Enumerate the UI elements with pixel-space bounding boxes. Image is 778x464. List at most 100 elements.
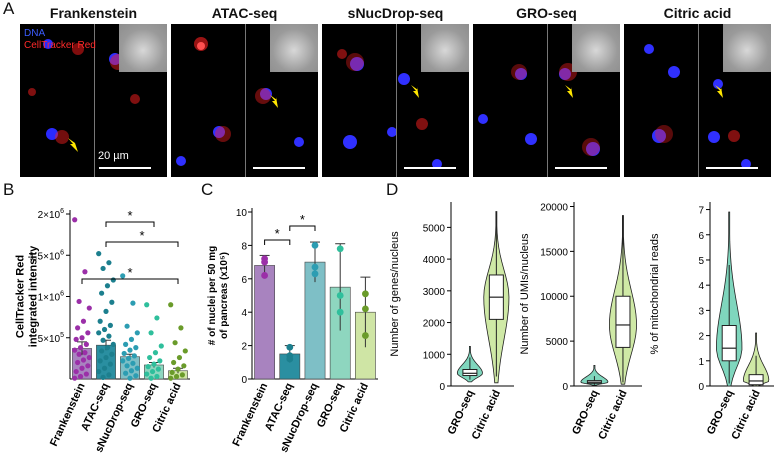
data-point bbox=[261, 272, 268, 279]
data-point bbox=[182, 348, 188, 354]
y-tick-label: 15000 bbox=[540, 247, 568, 258]
y-axis-label: CellTracker Redintegrated intensity bbox=[14, 245, 39, 347]
data-point bbox=[128, 336, 135, 342]
data-point bbox=[154, 315, 160, 321]
y-tick-label: 1 bbox=[698, 357, 704, 368]
data-point bbox=[362, 305, 369, 313]
y-tick-label: 5000 bbox=[423, 223, 446, 234]
brightfield-inset bbox=[572, 24, 620, 72]
y-tick-label: 5 bbox=[698, 256, 704, 267]
y-tick-label: 3000 bbox=[423, 287, 446, 298]
brightfield-inset bbox=[421, 24, 469, 72]
significance-bracket bbox=[289, 225, 316, 231]
data-point bbox=[124, 323, 130, 329]
significance-star: * bbox=[300, 212, 305, 227]
scale-bar-label: 20 µm bbox=[98, 150, 129, 162]
data-point bbox=[133, 345, 139, 351]
y-tick-label: 2000 bbox=[423, 319, 446, 330]
data-point bbox=[85, 330, 91, 336]
micrograph-gro bbox=[473, 24, 620, 177]
legend-celltracker: CellTracker Red bbox=[24, 40, 96, 51]
data-point bbox=[110, 277, 116, 283]
data-point bbox=[101, 365, 108, 371]
data-point bbox=[73, 368, 79, 375]
data-point bbox=[155, 366, 161, 372]
y-tick-label: 2×106 bbox=[38, 208, 65, 221]
box bbox=[462, 369, 478, 377]
brightfield-inset bbox=[723, 24, 771, 72]
data-point bbox=[175, 366, 181, 372]
micrograph-citric bbox=[624, 24, 771, 177]
data-point bbox=[130, 360, 136, 366]
data-point bbox=[82, 350, 88, 356]
significance-star: * bbox=[127, 265, 132, 280]
y-tick-label: 10000 bbox=[540, 292, 568, 303]
y-tick-label: 0 bbox=[698, 382, 704, 393]
panel-label-c: C bbox=[201, 180, 214, 199]
data-point bbox=[178, 325, 184, 331]
data-point bbox=[131, 353, 137, 359]
x-tick-label: GRO-seq bbox=[705, 388, 736, 436]
data-point bbox=[75, 325, 81, 331]
data-point bbox=[158, 343, 164, 349]
data-point bbox=[130, 300, 136, 306]
data-point bbox=[173, 373, 180, 380]
data-point bbox=[100, 374, 106, 380]
data-point bbox=[106, 260, 112, 266]
chart-c-nuclei-yield: 0 2 4 6 8 10 # of nuclei per 50 mgof pancreas … bbox=[207, 208, 378, 454]
data-point bbox=[123, 341, 129, 347]
y-tick-label: 1000 bbox=[423, 350, 446, 361]
data-point bbox=[133, 373, 139, 379]
data-point bbox=[72, 347, 78, 353]
data-point bbox=[172, 340, 178, 346]
y-tick-label: 7 bbox=[698, 206, 704, 217]
data-point bbox=[123, 370, 129, 376]
micrograph-frankenstein: DNA CellTracker Red 20 µm bbox=[20, 24, 167, 177]
y-tick-label: 2 bbox=[698, 332, 704, 343]
y-tick-label: 3 bbox=[698, 306, 704, 317]
data-point bbox=[106, 333, 112, 339]
data-point bbox=[77, 373, 84, 380]
data-point bbox=[100, 337, 106, 343]
chart-d-umis: 0 5000 10000 15000 20000 Number of UMIs/nucle… bbox=[519, 202, 642, 441]
x-tick-label: Frankenstein bbox=[48, 381, 88, 448]
scale-bar bbox=[99, 167, 151, 169]
data-point bbox=[311, 263, 319, 271]
y-tick-label: 5×105 bbox=[38, 332, 65, 345]
y-tick-label: 4 bbox=[241, 308, 247, 319]
panel-label-a: A bbox=[3, 0, 15, 18]
y-axis-label: # of nuclei per 50 mgof pancreas (x10⁵) bbox=[207, 246, 230, 345]
significance-star: * bbox=[127, 208, 132, 223]
data-point bbox=[134, 365, 140, 371]
bar bbox=[254, 265, 275, 380]
data-point bbox=[149, 368, 156, 375]
data-point bbox=[286, 343, 294, 351]
data-point bbox=[104, 345, 111, 351]
y-tick-label: 5000 bbox=[546, 337, 569, 348]
data-point bbox=[107, 322, 113, 328]
box bbox=[721, 325, 737, 362]
y-tick-label: 20000 bbox=[540, 202, 568, 213]
data-point bbox=[336, 292, 344, 299]
y-tick-label: 1×106 bbox=[38, 291, 65, 304]
data-point bbox=[145, 364, 151, 370]
data-point bbox=[121, 350, 127, 357]
y-tick-label: 1.5×106 bbox=[29, 249, 64, 262]
data-point bbox=[152, 350, 159, 356]
data-point bbox=[80, 357, 87, 363]
data-point bbox=[148, 375, 154, 381]
data-point bbox=[97, 318, 103, 324]
data-point bbox=[176, 354, 183, 361]
data-point bbox=[103, 354, 109, 361]
y-axis-label: Number of genes/nucleus bbox=[389, 231, 401, 357]
scale-bar bbox=[404, 167, 456, 169]
significance-bracket bbox=[105, 221, 155, 227]
data-point bbox=[76, 351, 82, 357]
data-point bbox=[76, 298, 82, 305]
box bbox=[615, 295, 631, 348]
data-point bbox=[179, 372, 185, 378]
data-point bbox=[261, 258, 268, 266]
scale-bar bbox=[555, 167, 607, 169]
data-point bbox=[311, 242, 319, 249]
